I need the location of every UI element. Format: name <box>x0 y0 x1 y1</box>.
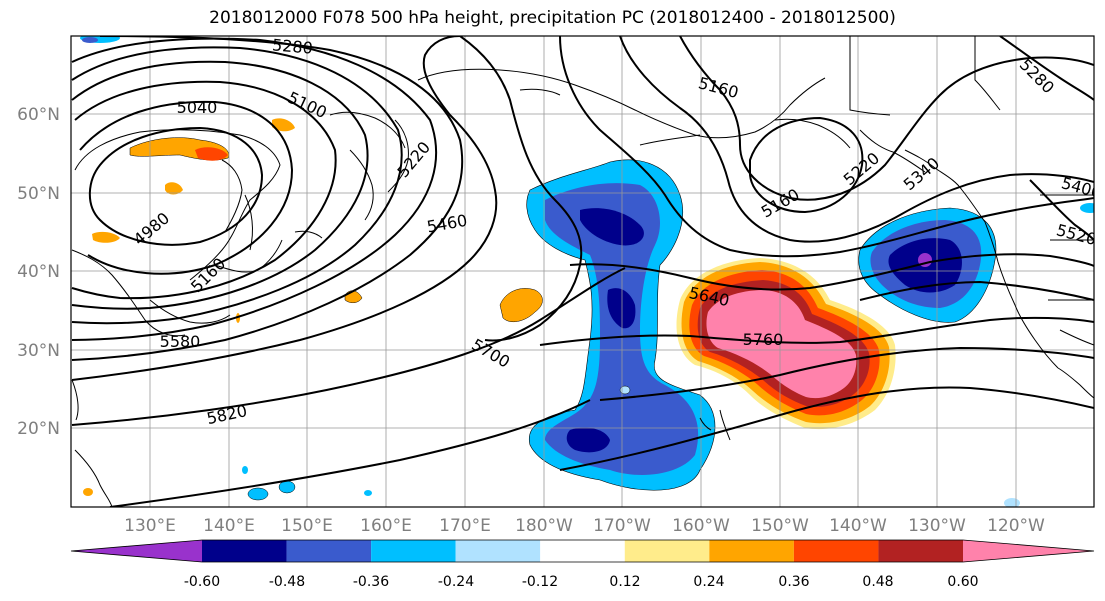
colorbar-segment <box>286 540 372 562</box>
lon-label: 180°W <box>515 516 573 536</box>
lon-label: 170°E <box>439 516 491 536</box>
lon-label: 130°E <box>124 516 176 536</box>
lon-label: 130°W <box>908 516 966 536</box>
contour-label: 5760 <box>743 330 784 349</box>
lon-label: 150°E <box>281 516 333 536</box>
map-area: 5280 5040 5100 5160 5220 4980 5160 5460 … <box>71 35 1094 507</box>
colorbar-segment <box>624 540 710 562</box>
height-contours <box>71 36 1094 507</box>
colorbar-tick-label: -0.12 <box>522 574 558 590</box>
colorbar-segment <box>878 540 963 562</box>
lon-label: 170°W <box>593 516 651 536</box>
positive-precip-anomaly-central <box>676 258 896 430</box>
map-title: 2018012000 F078 500 hPa height, precipit… <box>209 8 896 28</box>
lat-label: 40°N <box>17 262 60 282</box>
lat-label: 60°N <box>17 105 60 125</box>
lat-label: 20°N <box>17 419 60 439</box>
lon-label: 120°W <box>987 516 1045 536</box>
colorbar-tick-label: -0.48 <box>269 574 305 590</box>
negative-precip-anomaly-central <box>526 159 716 491</box>
coastlines <box>71 36 1094 507</box>
colorbar-tick-label: -0.60 <box>184 574 220 590</box>
colorbar: -0.60 -0.48 -0.36 -0.24 -0.12 0.12 0.24 … <box>70 539 1095 590</box>
contour-label: 5280 <box>271 35 313 57</box>
colorbar-segment <box>371 540 456 562</box>
colorbar-tick-label: -0.24 <box>438 574 474 590</box>
colorbar-tick-label: 0.12 <box>609 574 640 590</box>
lon-label: 140°W <box>829 516 887 536</box>
lon-label: 150°W <box>751 516 809 536</box>
lon-label: 140°E <box>203 516 255 536</box>
negative-precip-anomaly-small <box>80 36 1094 507</box>
colorbar-tick-label: 0.48 <box>862 574 893 590</box>
lat-label: 50°N <box>17 184 60 204</box>
colorbar-tick-label: 0.60 <box>947 574 978 590</box>
colorbar-segments <box>70 539 1095 563</box>
colorbar-segment <box>455 540 541 562</box>
map-frame <box>70 35 1095 508</box>
gridlines <box>71 36 1094 507</box>
colorbar-segment <box>963 540 1094 562</box>
colorbar-ticks: -0.60 -0.48 -0.36 -0.24 -0.12 0.12 0.24 … <box>184 574 979 590</box>
lon-label: 160°W <box>672 516 730 536</box>
lat-label: 30°N <box>17 341 60 361</box>
colorbar-segment <box>540 540 625 562</box>
colorbar-tick-label: 0.36 <box>778 574 809 590</box>
colorbar-segment <box>709 540 794 562</box>
lon-label: 160°E <box>360 516 412 536</box>
colorbar-segment <box>793 540 879 562</box>
contour-label: 5040 <box>177 98 218 117</box>
longitude-labels: 130°E 140°E 150°E 160°E 170°E 180°W 170°… <box>124 516 1045 536</box>
positive-precip-anomaly-small <box>83 118 543 496</box>
colorbar-outline <box>70 539 1095 563</box>
colorbar-segment <box>202 540 287 562</box>
colorbar-segment <box>71 540 202 562</box>
latitude-labels: 60°N 50°N 40°N 30°N 20°N <box>17 105 60 439</box>
colorbar-tick-label: 0.24 <box>693 574 724 590</box>
contour-label: 5580 <box>160 332 201 351</box>
colorbar-tick-label: -0.36 <box>353 574 389 590</box>
